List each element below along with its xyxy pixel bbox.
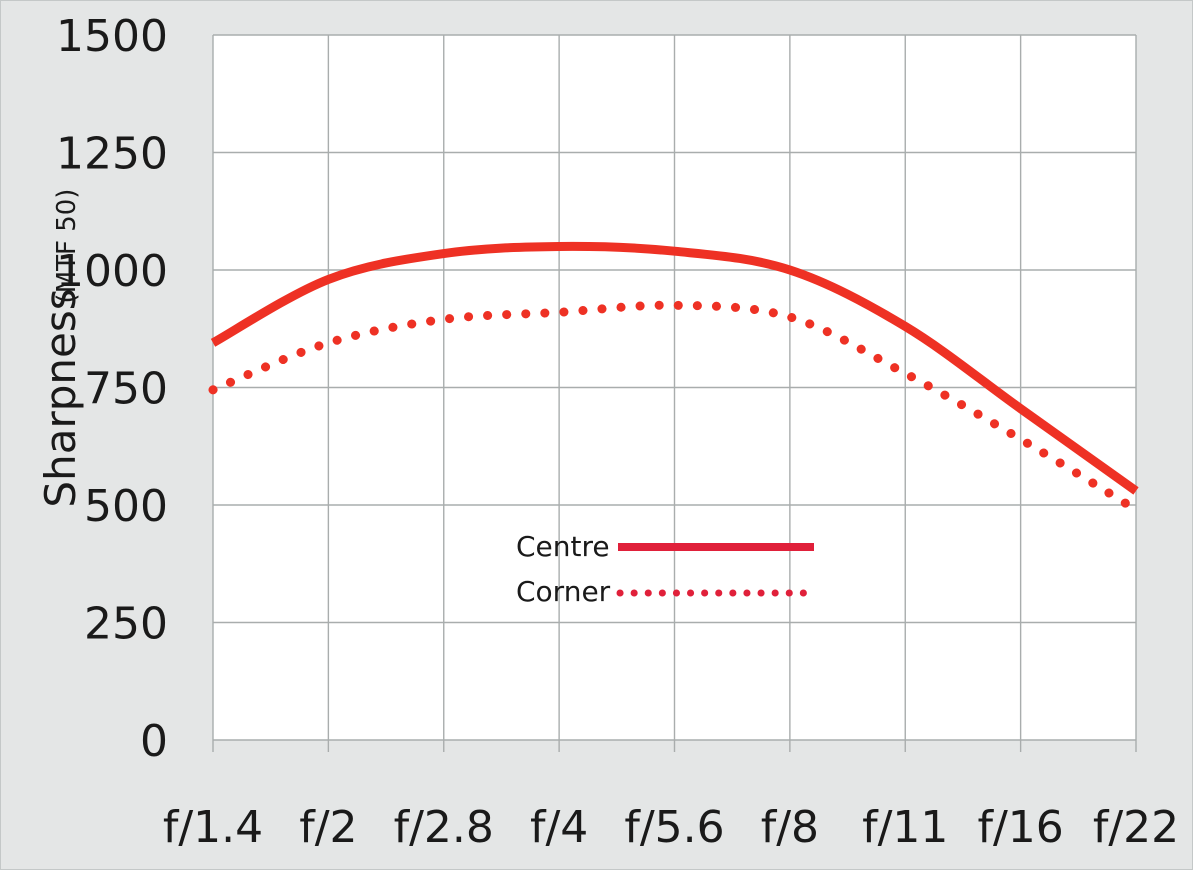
- y-tick-label-250: 250: [84, 599, 168, 650]
- y-axis-unit: (MTF 50): [52, 189, 82, 304]
- y-tick-label-500: 500: [84, 481, 168, 532]
- x-tick-label-7: f/16: [977, 802, 1063, 853]
- x-tick-label-4: f/5.6: [624, 802, 724, 853]
- y-axis-title: Sharpness (MTF 50): [36, 189, 85, 508]
- series-line-centre: [210, 241, 1139, 495]
- x-tick-label-6: f/11: [862, 802, 948, 853]
- legend-label-centre: Centre: [516, 530, 610, 563]
- y-tick-label-1500: 1500: [56, 11, 168, 62]
- x-tick-label-5: f/8: [761, 802, 819, 853]
- y-tick-label-750: 750: [84, 364, 168, 415]
- x-tick-label-0: f/1.4: [163, 802, 263, 853]
- y-axis-label: Sharpness: [36, 288, 85, 507]
- y-tick-label-1250: 1250: [56, 129, 168, 180]
- grid-lines: [212, 34, 1137, 752]
- y-tick-label-1000: 1000: [56, 246, 168, 297]
- y-tick-labels: 0 250 500 750 1000 1250 1500: [56, 11, 168, 767]
- x-tick-label-1: f/2: [299, 802, 357, 853]
- x-tick-label-8: f/22: [1093, 802, 1179, 853]
- series-line-corner: [208, 300, 1141, 515]
- x-tick-label-3: f/4: [530, 802, 588, 853]
- x-tick-label-2: f/2.8: [394, 802, 494, 853]
- legend-label-corner: Corner: [516, 575, 611, 608]
- y-tick-label-0: 0: [140, 716, 168, 767]
- series-lines: [208, 241, 1141, 515]
- legend: Centre Corner: [516, 530, 818, 608]
- x-tick-labels: f/1.4 f/2 f/2.8 f/4 f/5.6 f/8 f/11 f/16 f/22: [163, 802, 1179, 853]
